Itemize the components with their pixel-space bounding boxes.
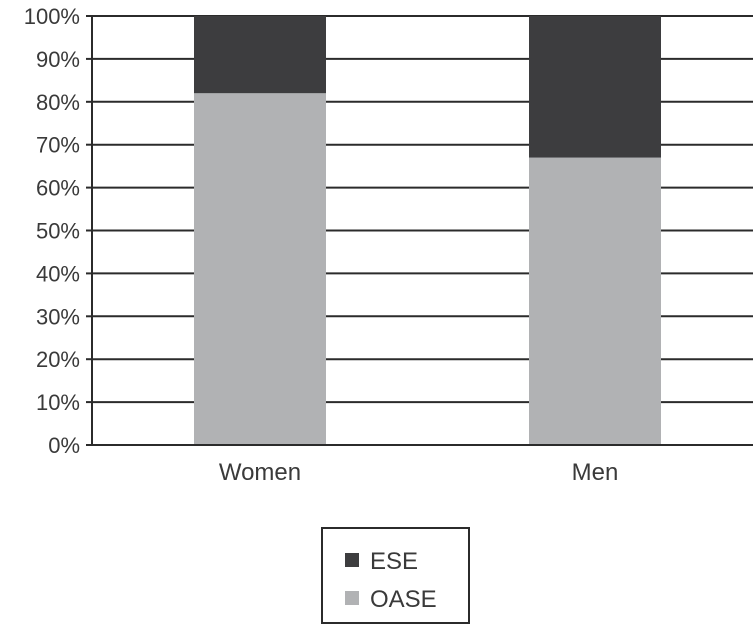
bar-women-ese	[194, 16, 326, 94]
bars	[194, 16, 661, 445]
x-axis-category-labels: Women Men	[219, 459, 618, 486]
y-tick-label: 0%	[48, 433, 80, 458]
y-axis-tick-labels: 0% 10% 20% 30% 40% 50% 60% 70% 80% 90% 100%	[24, 4, 80, 458]
y-tick-label: 40%	[36, 261, 80, 286]
y-tick-label: 50%	[36, 219, 80, 244]
y-tick-label: 100%	[24, 4, 80, 29]
y-tick-label: 60%	[36, 176, 80, 201]
legend-swatch-oase	[345, 591, 359, 605]
axes	[86, 15, 753, 446]
y-tick-label: 10%	[36, 390, 80, 415]
legend-swatch-ese	[345, 553, 359, 567]
y-tick-label: 30%	[36, 304, 80, 329]
y-tick-label: 20%	[36, 347, 80, 372]
bar-men-oase	[529, 157, 661, 445]
y-tick-label: 90%	[36, 47, 80, 72]
legend: ESE OASE	[321, 527, 470, 624]
bar-women-oase	[194, 93, 326, 445]
x-category-label: Men	[572, 459, 619, 486]
bar-men-ese	[529, 16, 661, 158]
legend-label-oase: OASE	[370, 586, 437, 613]
y-tick-label: 80%	[36, 90, 80, 115]
y-tick-label: 70%	[36, 133, 80, 158]
legend-box	[321, 527, 470, 624]
legend-label-ese: ESE	[370, 548, 418, 575]
x-category-label: Women	[219, 459, 301, 486]
